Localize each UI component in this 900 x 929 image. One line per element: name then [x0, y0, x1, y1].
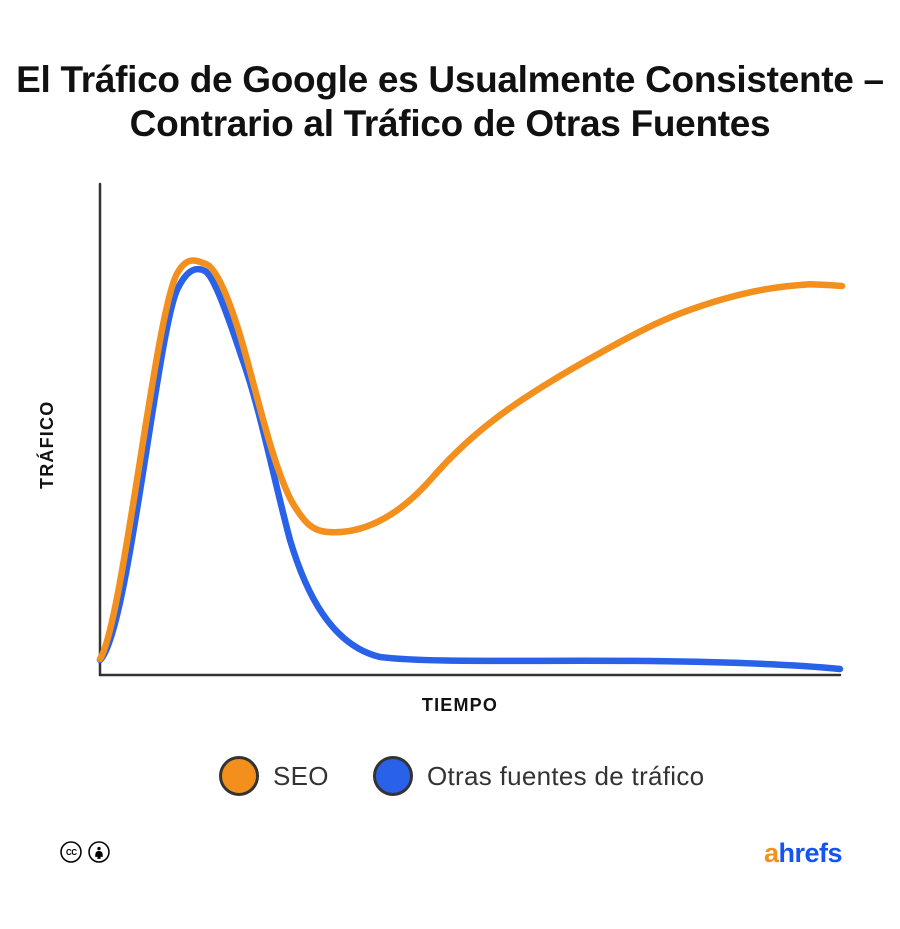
svg-text:CC: CC: [66, 848, 77, 857]
